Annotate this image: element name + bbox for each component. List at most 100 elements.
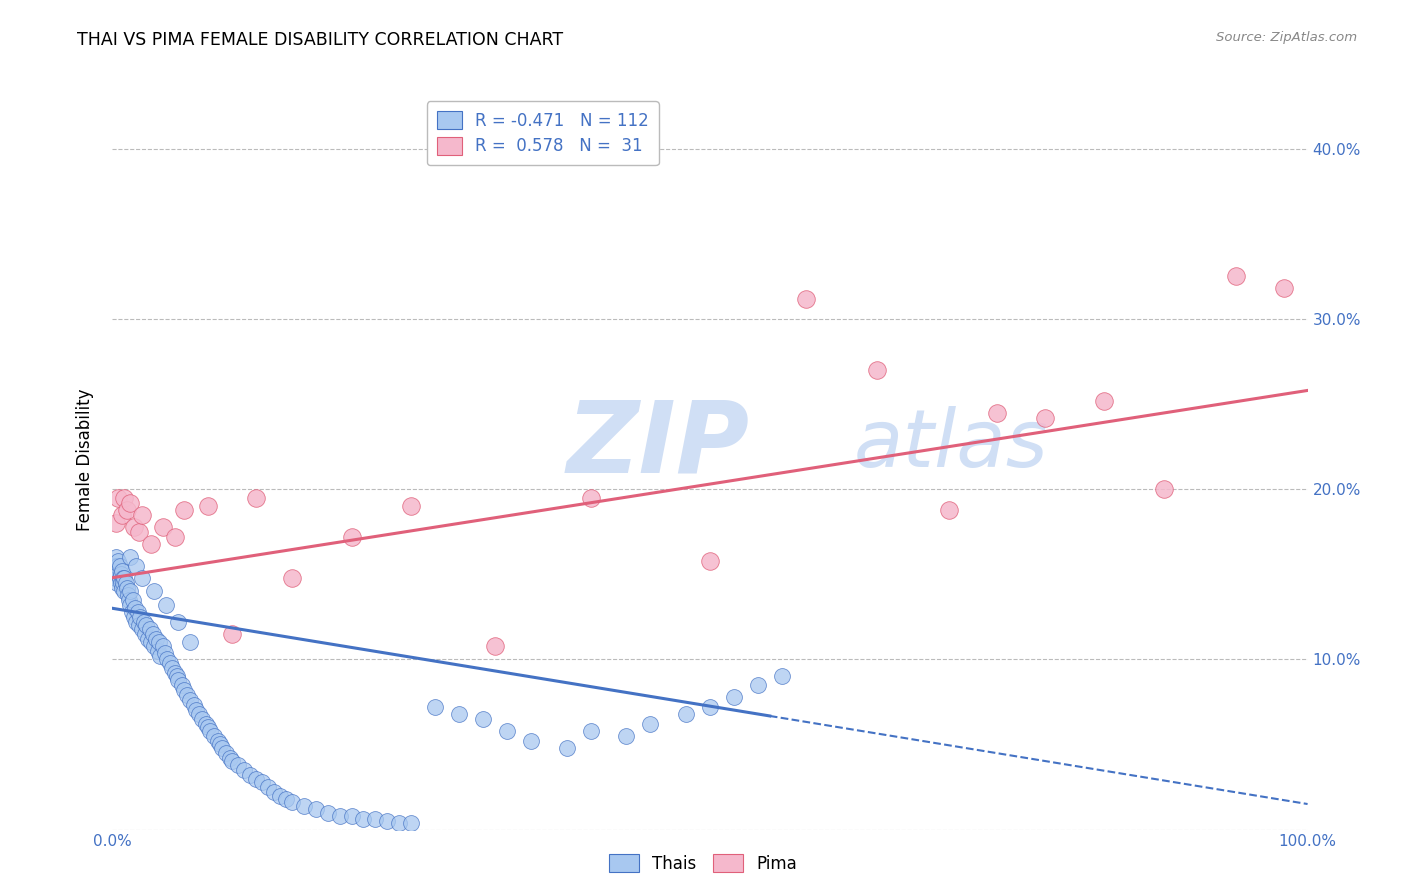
Point	[128, 524, 150, 539]
Point	[211, 740, 233, 755]
Point	[120, 550, 142, 565]
Point	[114, 571, 135, 585]
Point	[274, 792, 297, 806]
Point	[640, 717, 662, 731]
Point	[179, 635, 201, 649]
Point	[139, 536, 162, 550]
Point	[269, 789, 291, 803]
Point	[197, 499, 219, 513]
Point	[425, 700, 447, 714]
Point	[938, 502, 960, 516]
Point	[1153, 482, 1175, 496]
Point	[675, 706, 697, 721]
Point	[579, 723, 602, 738]
Point	[110, 575, 132, 590]
Point	[156, 652, 179, 666]
Point	[329, 809, 352, 823]
Point	[520, 734, 543, 748]
Point	[162, 661, 183, 675]
Point	[377, 814, 399, 828]
Point	[122, 609, 145, 624]
Y-axis label: Female Disability: Female Disability	[76, 388, 94, 531]
Point	[239, 768, 262, 782]
Point	[699, 554, 721, 568]
Text: ZIP: ZIP	[567, 396, 749, 493]
Point	[120, 584, 142, 599]
Point	[1094, 393, 1116, 408]
Point	[187, 706, 209, 721]
Point	[207, 734, 229, 748]
Point	[131, 622, 153, 636]
Point	[117, 588, 139, 602]
Point	[173, 683, 195, 698]
Point	[149, 648, 172, 663]
Point	[215, 746, 238, 760]
Point	[110, 567, 132, 582]
Text: THAI VS PIMA FEMALE DISABILITY CORRELATION CHART: THAI VS PIMA FEMALE DISABILITY CORRELATI…	[77, 31, 564, 49]
Point	[111, 564, 134, 578]
Point	[138, 622, 160, 636]
Point	[118, 592, 141, 607]
Point	[616, 729, 638, 743]
Point	[152, 519, 174, 533]
Point	[114, 491, 135, 505]
Point	[153, 646, 176, 660]
Point	[281, 795, 304, 809]
Point	[245, 772, 267, 786]
Point	[191, 712, 214, 726]
Point	[221, 627, 243, 641]
Point	[115, 581, 138, 595]
Point	[194, 717, 217, 731]
Point	[176, 688, 198, 702]
Point	[163, 530, 186, 544]
Point	[209, 738, 232, 752]
Point	[401, 815, 423, 830]
Point	[148, 635, 170, 649]
Point	[107, 554, 129, 568]
Point	[257, 780, 280, 794]
Point	[233, 763, 256, 777]
Point	[292, 798, 315, 813]
Point	[146, 644, 169, 658]
Point	[127, 605, 149, 619]
Point	[200, 723, 222, 738]
Point	[115, 502, 138, 516]
Point	[794, 292, 817, 306]
Point	[1225, 269, 1247, 284]
Point	[723, 690, 745, 704]
Point	[218, 751, 240, 765]
Point	[579, 491, 602, 505]
Point	[352, 813, 374, 827]
Point	[699, 700, 721, 714]
Point	[129, 609, 152, 624]
Point	[120, 598, 142, 612]
Point	[143, 639, 166, 653]
Legend: Thais, Pima: Thais, Pima	[602, 847, 804, 880]
Point	[183, 698, 205, 713]
Point	[281, 571, 304, 585]
Point	[986, 406, 1008, 420]
Point	[121, 592, 143, 607]
Point	[484, 639, 506, 653]
Point	[472, 712, 495, 726]
Point	[131, 571, 153, 585]
Point	[111, 581, 134, 595]
Point	[105, 550, 128, 565]
Point	[263, 785, 285, 799]
Point	[121, 605, 143, 619]
Point	[226, 757, 249, 772]
Point	[197, 721, 219, 735]
Point	[143, 584, 166, 599]
Point	[364, 813, 387, 827]
Point	[202, 729, 225, 743]
Point	[108, 571, 131, 585]
Point	[134, 627, 156, 641]
Point	[145, 632, 167, 646]
Point	[122, 519, 145, 533]
Point	[221, 755, 243, 769]
Point	[131, 508, 153, 522]
Point	[166, 669, 188, 683]
Point	[138, 632, 160, 646]
Text: atlas: atlas	[853, 406, 1049, 483]
Point	[186, 703, 208, 717]
